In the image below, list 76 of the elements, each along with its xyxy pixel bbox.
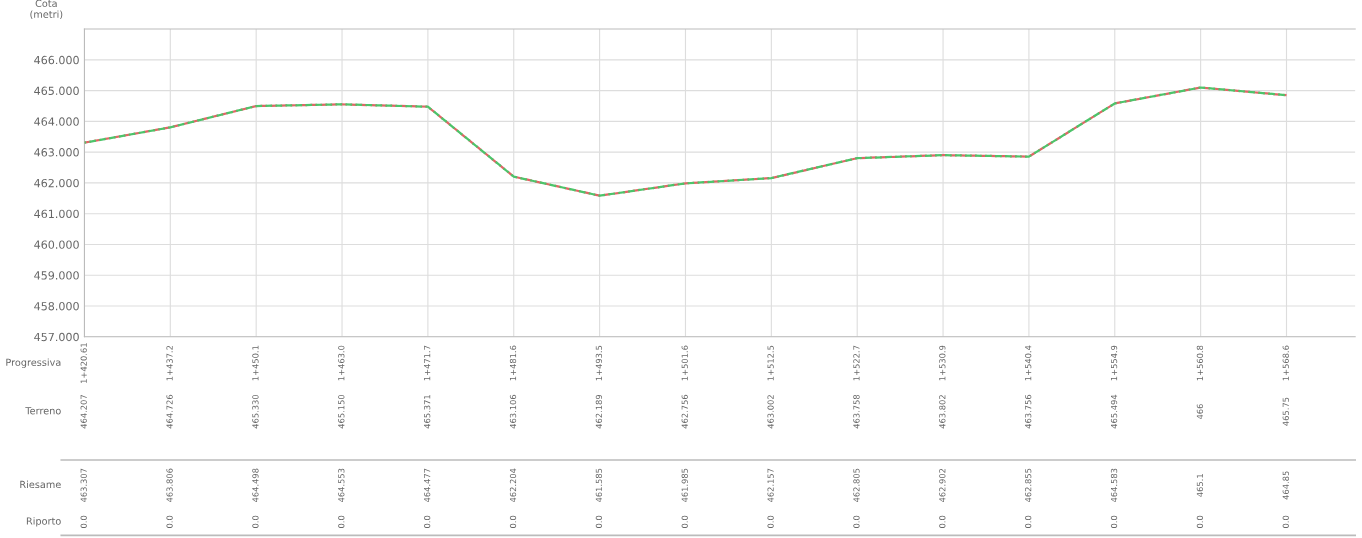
text: 0.0 [1110,515,1118,528]
text: 463.002 [767,395,774,429]
data-label: 463.806 [166,468,173,503]
text: 0.0 [252,515,259,528]
data-label: 464.553 [338,468,345,503]
text: 0.0 [509,515,517,528]
data-label: 465.1 [1196,474,1204,497]
text: 462.756 [681,394,688,429]
y-tick-label: 457.000 [34,332,79,342]
y-tick-label: 466.000 [34,55,79,65]
text: 0.0 [1025,515,1032,528]
text: 0.0 [424,515,431,528]
data-label: 462.805 [853,468,860,503]
y-tick-label: 459.000 [34,271,79,280]
y-axis-title: Cota (metri) [30,0,63,20]
text: 465.371 [424,395,431,429]
x-tick-label: 1+530.9 [939,345,946,381]
data-label: 461.585 [595,468,603,503]
y-tick-label: 463.000 [34,148,79,157]
text: 465.75 [1282,397,1289,426]
data-label: 462.157 [767,468,774,503]
x-tick-label: 1+471.7 [424,345,431,381]
text: 0.0 [1196,515,1204,528]
x-tick-label: 1+568.6 [1282,345,1289,381]
text: Riporto [26,517,61,527]
x-tick-label: 1+540.4 [1025,345,1032,381]
text: 463.106 [509,394,517,429]
x-tick-label: 1+554.9 [1110,345,1118,381]
text: Riesame [20,480,61,489]
x-tick-label: 1+522.7 [853,345,860,381]
text: 462.189 [595,394,603,429]
x-tick-label: 1+450.1 [252,345,259,381]
y-tick-label: 464.000 [34,117,79,126]
y-tick-label: 461.000 [34,209,79,219]
x-tick-label: 1+463.0 [338,345,345,381]
text: Progressiva [6,358,61,368]
data-label: 464.477 [424,468,431,503]
y-tick-label: 458.000 [34,301,79,311]
text: 464.207 [80,395,87,429]
data-label: 462.855 [1025,468,1032,503]
text: 0.0 [166,515,173,528]
y-tick-label: 465.000 [34,86,79,95]
text: 464.726 [166,394,173,429]
data-label: 461.985 [681,468,688,503]
text: 465.330 [252,394,259,429]
text: 463.758 [853,394,860,429]
text: 465.150 [338,394,345,429]
text: Terreno [25,407,61,415]
x-tick-label: 1+437.2 [166,345,173,381]
text: 0.0 [1282,515,1289,528]
text: 0.0 [767,515,774,528]
x-tick-label: 1+501.6 [681,345,688,381]
x-tick-label: 1+493.5 [595,345,603,381]
x-tick-label: 1+512.5 [767,345,774,381]
text: 465.494 [1110,394,1118,429]
data-label: 463.307 [80,468,87,503]
text: 466 [1196,404,1204,420]
y-tick-label: 462.000 [34,178,79,188]
line-series [84,86,1288,197]
text: 0.0 [681,515,688,528]
text: 0.0 [80,515,87,528]
text: 0.0 [595,515,603,528]
text: 0.0 [939,515,946,528]
data-label: 464.498 [252,468,259,503]
data-label: 464.85 [1282,471,1289,500]
text: 0.0 [338,515,345,528]
x-tick-label: 1+481.6 [509,345,517,381]
y-tick-label: 460.000 [34,240,79,249]
text: 463.756 [1025,394,1032,429]
data-label: 462.204 [509,468,517,503]
data-label: 464.583 [1110,468,1118,503]
data-label: 462.902 [939,468,946,503]
x-tick-label: 1+420.61 [80,343,87,383]
text: 463.802 [939,395,946,429]
text: 0.0 [853,515,860,528]
x-tick-label: 1+560.8 [1196,345,1204,381]
